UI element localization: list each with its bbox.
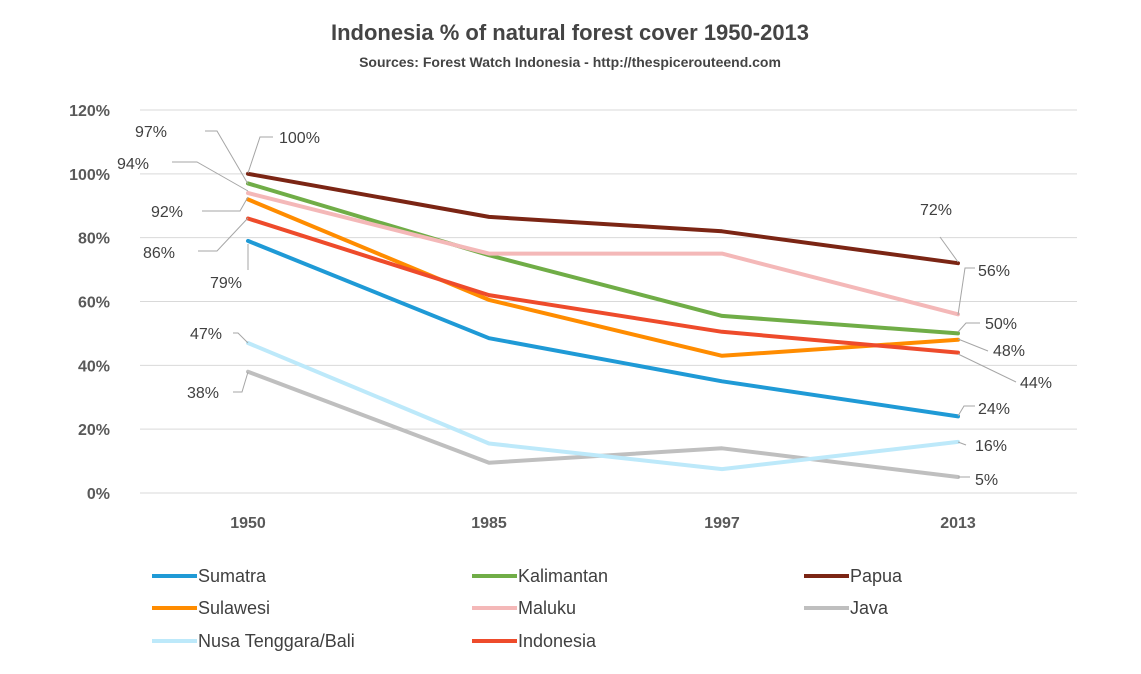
label-leader-line xyxy=(939,236,959,263)
label-leader-line xyxy=(247,136,273,174)
y-tick-label: 20% xyxy=(78,422,110,439)
data-label: 44% xyxy=(1020,375,1052,392)
legend-item-papua: Papua xyxy=(804,566,903,586)
label-leader-line xyxy=(957,338,989,352)
data-label: 47% xyxy=(190,326,222,343)
legend-label: Nusa Tenggara/Bali xyxy=(198,631,355,651)
gridlines xyxy=(140,109,1077,494)
legend-label: Papua xyxy=(850,566,903,586)
x-axis-ticks: 1950 1985 1997 2013 xyxy=(230,515,976,532)
y-axis-ticks: 0% 20% 40% 60% 80% 100% 120% xyxy=(69,103,110,503)
data-label: 50% xyxy=(985,316,1017,333)
x-tick-label: 1985 xyxy=(471,515,507,532)
label-leader-line xyxy=(957,353,1017,383)
y-tick-label: 60% xyxy=(78,295,110,312)
x-tick-label: 2013 xyxy=(940,515,976,532)
label-leader-line xyxy=(198,217,249,252)
series-line-indonesia xyxy=(246,216,960,355)
data-label-leaders xyxy=(172,130,1017,478)
data-label: 48% xyxy=(993,343,1025,360)
data-label: 94% xyxy=(117,156,149,173)
data-label: 5% xyxy=(975,472,998,489)
series-line-sulawesi xyxy=(246,197,960,358)
data-label: 56% xyxy=(978,263,1010,280)
chart-subtitle: Sources: Forest Watch Indonesia - http:/… xyxy=(359,54,781,70)
label-leader-line xyxy=(172,161,249,192)
label-leader-line xyxy=(233,332,249,344)
legend-item-kalimantan: Kalimantan xyxy=(472,566,608,586)
legend-label: Kalimantan xyxy=(518,566,608,586)
data-label: 97% xyxy=(135,124,167,141)
y-tick-label: 120% xyxy=(69,103,110,120)
data-label: 92% xyxy=(151,204,183,221)
label-leader-line xyxy=(957,405,975,417)
data-label: 100% xyxy=(279,130,320,147)
legend-item-java: Java xyxy=(804,598,889,618)
label-leader-line xyxy=(957,322,980,333)
legend-label: Sulawesi xyxy=(198,598,270,618)
series-line-maluku xyxy=(246,191,960,317)
legend-label: Sumatra xyxy=(198,566,267,586)
series-line-sumatra xyxy=(246,238,960,419)
label-leader-line xyxy=(233,371,249,393)
y-tick-label: 0% xyxy=(87,486,110,503)
data-labels: 79% 24% 97% 50% 100% 72% 92% 48% 94% 56% 38% 5% 47% 1… xyxy=(117,124,1052,489)
series-lines xyxy=(246,171,960,479)
data-label: 86% xyxy=(143,245,175,262)
data-label: 24% xyxy=(978,401,1010,418)
x-tick-label: 1950 xyxy=(230,515,266,532)
legend-item-maluku: Maluku xyxy=(472,598,576,618)
data-label: 79% xyxy=(210,275,242,292)
series-line-papua xyxy=(246,171,960,266)
series-line-nusa-tenggara-bali xyxy=(246,341,960,472)
data-label: 16% xyxy=(975,438,1007,455)
legend-label: Indonesia xyxy=(518,631,597,651)
label-leader-line xyxy=(202,196,249,212)
data-label: 38% xyxy=(187,385,219,402)
label-leader-line xyxy=(957,441,967,446)
legend-label: Maluku xyxy=(518,598,576,618)
y-tick-label: 100% xyxy=(69,167,110,184)
legend: Sumatra Kalimantan Papua Sulawesi Maluku Java… xyxy=(152,566,903,651)
x-tick-label: 1997 xyxy=(704,515,740,532)
legend-item-sumatra: Sumatra xyxy=(152,566,267,586)
y-tick-label: 40% xyxy=(78,358,110,375)
series-line-kalimantan xyxy=(246,181,960,336)
label-leader-line xyxy=(957,267,975,316)
label-leader-line xyxy=(205,130,249,185)
legend-item-sulawesi: Sulawesi xyxy=(152,598,270,618)
legend-label: Java xyxy=(850,598,889,618)
y-tick-label: 80% xyxy=(78,231,110,248)
data-label: 72% xyxy=(920,202,952,219)
legend-item-indonesia: Indonesia xyxy=(472,631,597,651)
chart-title: Indonesia % of natural forest cover 1950… xyxy=(331,20,809,45)
legend-item-nusa-tenggara-bali: Nusa Tenggara/Bali xyxy=(152,631,355,651)
